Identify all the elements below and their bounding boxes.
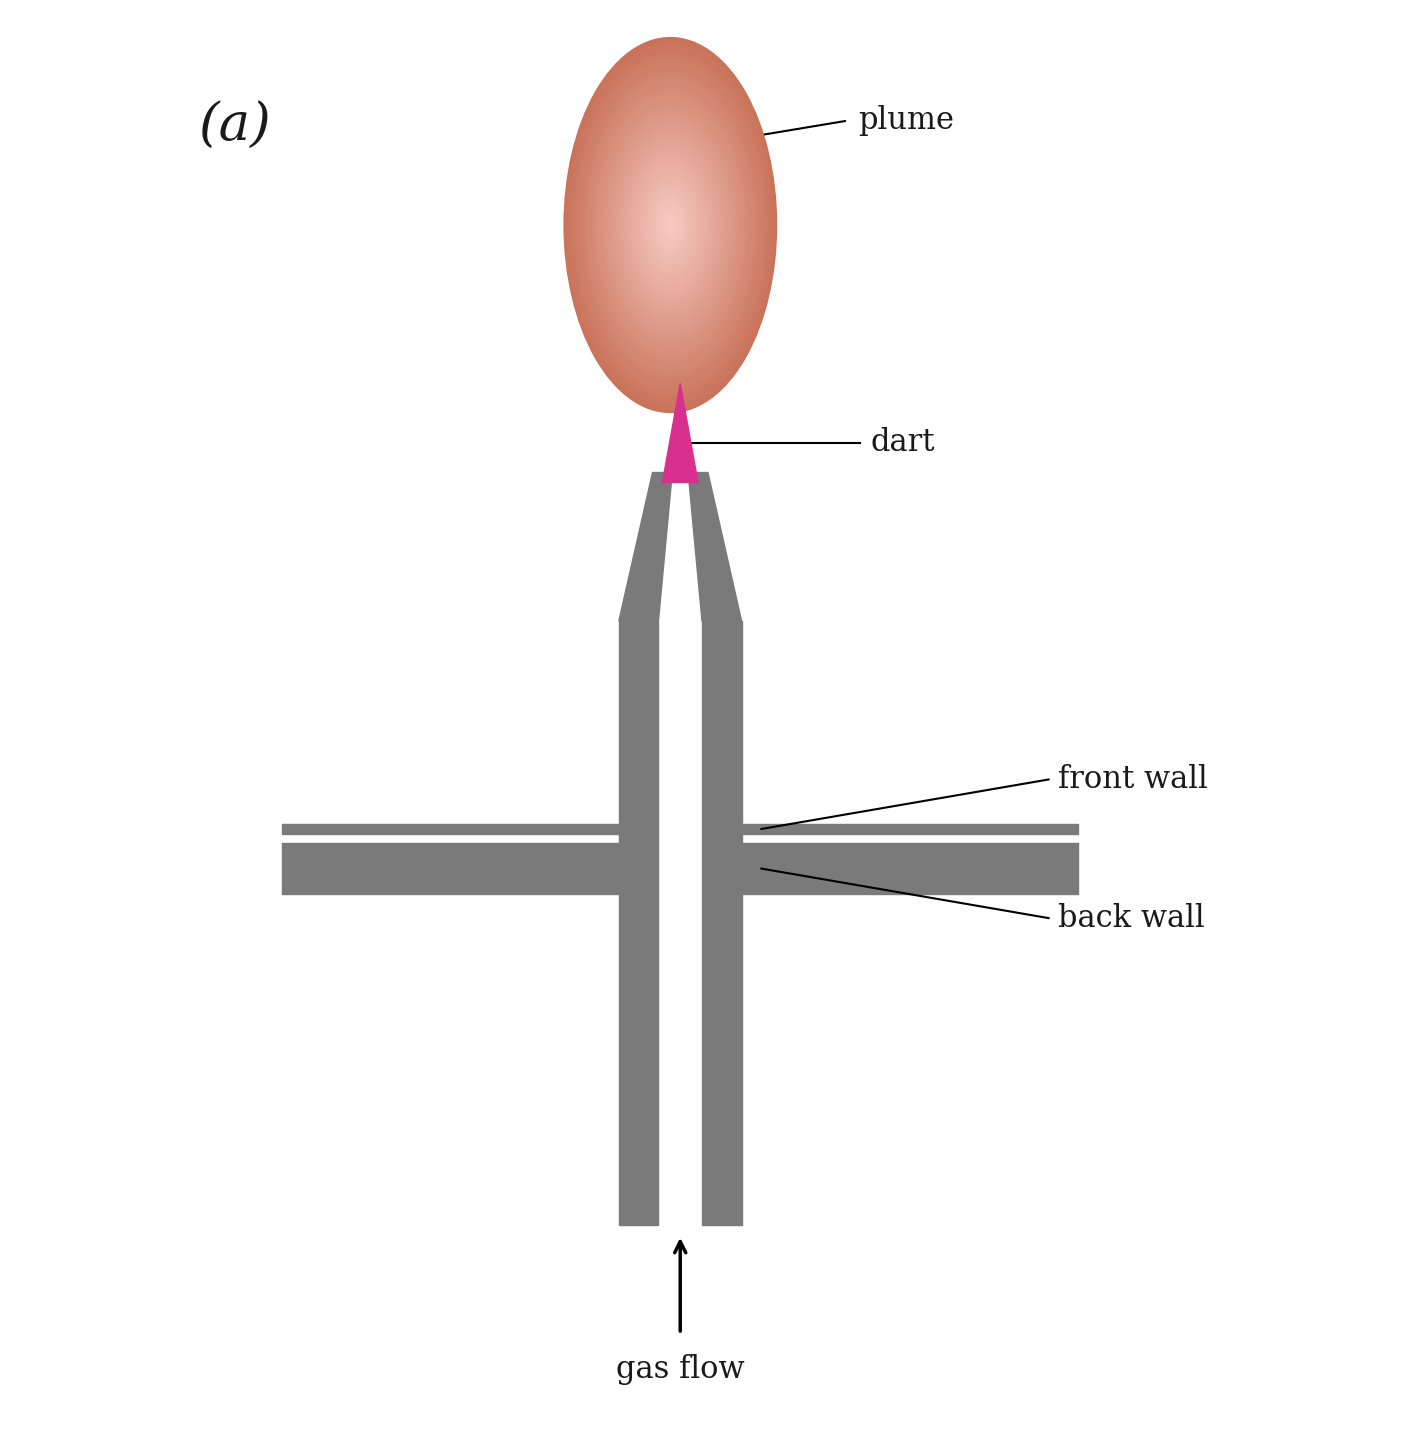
Ellipse shape: [665, 215, 676, 234]
Ellipse shape: [640, 172, 702, 279]
Ellipse shape: [666, 218, 675, 233]
Ellipse shape: [651, 192, 689, 257]
Ellipse shape: [598, 97, 742, 352]
Ellipse shape: [638, 169, 703, 282]
Ellipse shape: [664, 214, 678, 237]
Ellipse shape: [571, 51, 769, 398]
Ellipse shape: [644, 177, 697, 272]
Ellipse shape: [650, 188, 692, 263]
Text: plume: plume: [858, 105, 953, 137]
Ellipse shape: [603, 108, 737, 343]
Ellipse shape: [621, 138, 720, 313]
Ellipse shape: [591, 84, 751, 366]
Ellipse shape: [648, 185, 693, 265]
Ellipse shape: [568, 44, 773, 406]
Ellipse shape: [579, 65, 761, 385]
Ellipse shape: [599, 100, 741, 349]
Ellipse shape: [585, 74, 756, 375]
Ellipse shape: [651, 189, 690, 260]
Text: dart: dart: [870, 427, 935, 458]
Ellipse shape: [623, 142, 717, 307]
Ellipse shape: [605, 111, 735, 340]
Ellipse shape: [576, 61, 763, 390]
Ellipse shape: [658, 204, 682, 246]
Ellipse shape: [589, 81, 752, 368]
Ellipse shape: [631, 157, 709, 294]
Polygon shape: [688, 473, 741, 621]
Ellipse shape: [619, 134, 723, 317]
Ellipse shape: [659, 206, 681, 244]
Ellipse shape: [613, 124, 728, 326]
Ellipse shape: [624, 145, 716, 305]
Polygon shape: [662, 384, 697, 483]
Ellipse shape: [607, 115, 733, 336]
Ellipse shape: [657, 202, 683, 249]
Ellipse shape: [654, 196, 686, 253]
Text: back wall: back wall: [1059, 903, 1205, 933]
Ellipse shape: [652, 195, 688, 256]
Ellipse shape: [641, 173, 700, 276]
Ellipse shape: [600, 103, 740, 348]
Ellipse shape: [593, 89, 748, 362]
Ellipse shape: [588, 79, 754, 371]
Ellipse shape: [661, 208, 679, 241]
Ellipse shape: [609, 116, 731, 333]
Ellipse shape: [628, 153, 711, 298]
Text: front wall: front wall: [1059, 763, 1208, 795]
Ellipse shape: [567, 42, 775, 409]
Ellipse shape: [662, 211, 678, 238]
Ellipse shape: [630, 154, 710, 295]
Ellipse shape: [602, 105, 738, 345]
Ellipse shape: [596, 96, 744, 355]
Ellipse shape: [606, 112, 734, 337]
Ellipse shape: [569, 47, 772, 404]
Text: (a): (a): [198, 100, 271, 151]
Ellipse shape: [564, 36, 778, 413]
Ellipse shape: [669, 222, 672, 227]
Ellipse shape: [668, 221, 673, 230]
Ellipse shape: [596, 93, 745, 356]
Ellipse shape: [578, 63, 762, 387]
Ellipse shape: [634, 161, 706, 288]
Ellipse shape: [617, 131, 724, 318]
Ellipse shape: [581, 67, 759, 382]
Text: gas flow: gas flow: [616, 1354, 745, 1384]
Ellipse shape: [655, 199, 685, 252]
Ellipse shape: [645, 180, 696, 269]
Ellipse shape: [572, 54, 768, 397]
Ellipse shape: [623, 141, 718, 310]
Ellipse shape: [614, 126, 727, 324]
Ellipse shape: [575, 58, 765, 393]
Ellipse shape: [565, 39, 776, 411]
Ellipse shape: [583, 73, 758, 378]
Ellipse shape: [633, 158, 707, 291]
Ellipse shape: [636, 164, 704, 286]
Ellipse shape: [610, 119, 731, 332]
Ellipse shape: [582, 70, 759, 379]
Ellipse shape: [592, 86, 749, 364]
Ellipse shape: [574, 55, 766, 394]
Ellipse shape: [586, 77, 755, 374]
Ellipse shape: [637, 166, 704, 284]
Ellipse shape: [620, 135, 721, 314]
Ellipse shape: [626, 147, 714, 302]
Polygon shape: [619, 473, 672, 621]
Ellipse shape: [612, 122, 730, 329]
Ellipse shape: [616, 128, 725, 321]
Ellipse shape: [627, 150, 713, 301]
Ellipse shape: [569, 48, 770, 401]
Ellipse shape: [643, 176, 699, 275]
Ellipse shape: [647, 183, 695, 268]
Ellipse shape: [595, 92, 747, 359]
